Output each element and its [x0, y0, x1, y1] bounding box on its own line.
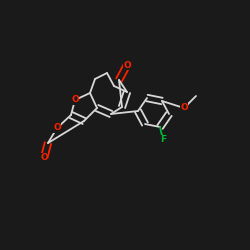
Text: O: O: [40, 154, 48, 162]
Text: O: O: [123, 60, 131, 70]
Text: F: F: [160, 136, 166, 144]
Text: O: O: [180, 104, 188, 112]
Text: O: O: [71, 96, 79, 104]
Text: O: O: [53, 124, 61, 132]
